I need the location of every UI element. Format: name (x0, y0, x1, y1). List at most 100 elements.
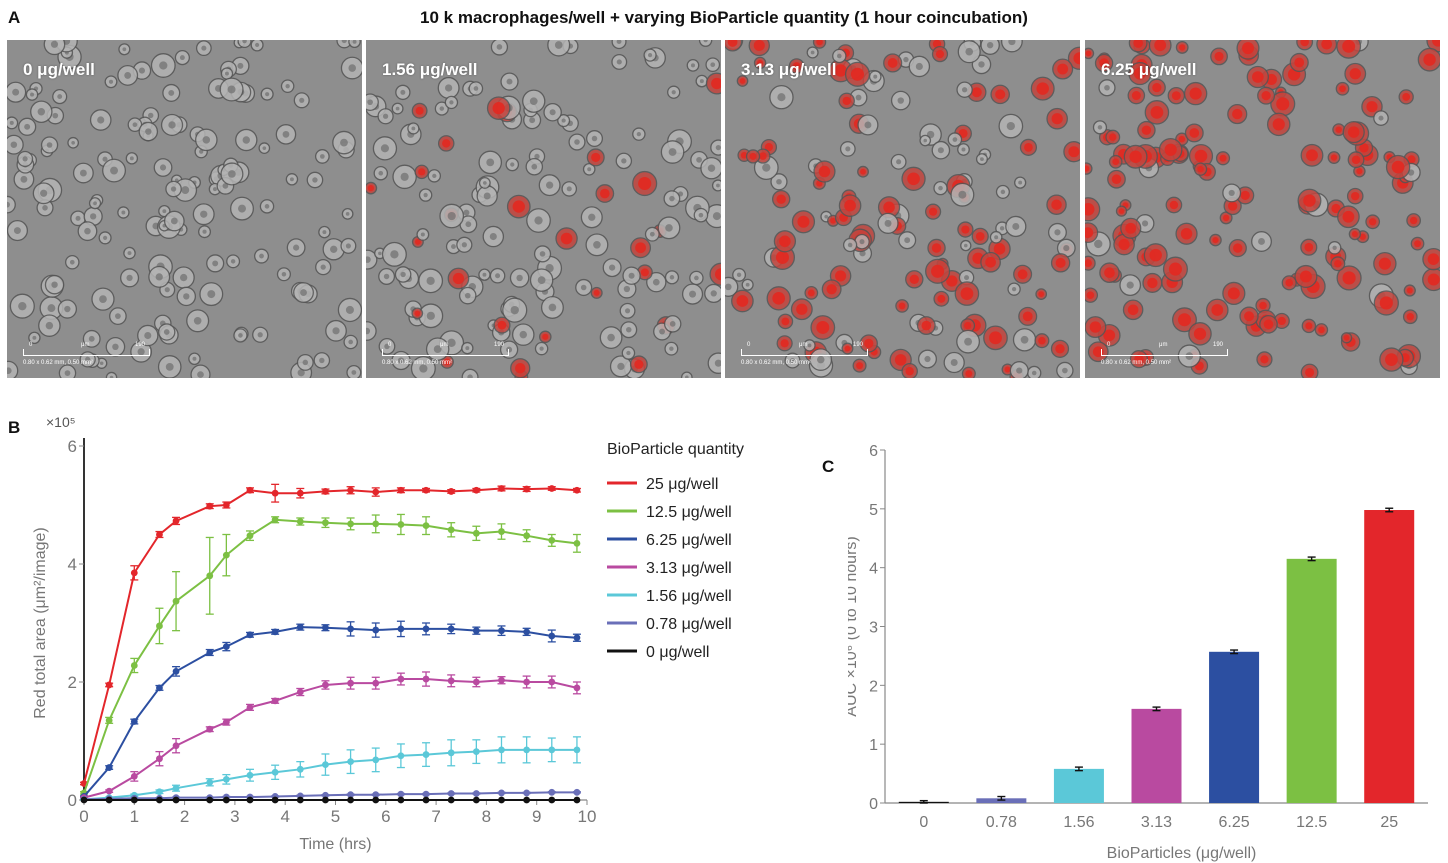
cell-nucleus (980, 157, 984, 161)
cell-nucleus (534, 216, 543, 225)
data-point (130, 796, 138, 804)
cell-red-signal (779, 235, 791, 248)
data-point (322, 624, 329, 632)
cell-nucleus (382, 113, 389, 119)
cell-nucleus (950, 358, 958, 367)
cell-red-signal (1212, 236, 1219, 244)
cell-red-signal (1103, 329, 1116, 342)
data-point (397, 796, 405, 804)
cell-red-signal (1305, 367, 1315, 378)
legend-label: 0 μg/well (646, 644, 709, 661)
data-point (472, 790, 480, 797)
data-point (523, 485, 531, 493)
cell-nucleus (482, 181, 487, 185)
cell-red-signal (1085, 259, 1092, 267)
cell-red-signal (1118, 238, 1130, 251)
cell-nucleus (1094, 239, 1103, 249)
scale-start: 0 (388, 342, 392, 348)
cell-nucleus (447, 338, 456, 348)
cell-nucleus (616, 59, 622, 65)
cell-red-signal (1051, 113, 1063, 125)
bar-chart: 0 1 2 3 4 5 6 0 0.78 1.56 3.13 6.25 12.5 25 BioParticl… (848, 443, 1428, 862)
cell-red-signal (960, 287, 974, 301)
cell-nucleus (937, 147, 944, 154)
cell-nucleus (449, 100, 454, 105)
data-point (447, 796, 455, 804)
x-tick-label: 0 (919, 814, 928, 831)
cell-nucleus (179, 273, 188, 282)
cell-red-signal (1150, 105, 1164, 119)
cell-red-signal (1378, 257, 1391, 270)
cell-red-signal (1169, 200, 1179, 210)
cell-nucleus (237, 62, 244, 69)
cell-nucleus (265, 92, 270, 97)
cell-red-signal (634, 359, 644, 369)
cell-nucleus (112, 343, 119, 351)
cell-nucleus (621, 158, 627, 164)
cell-nucleus (312, 177, 318, 183)
cell-nucleus (30, 92, 35, 97)
data-point (397, 790, 405, 798)
microscopy-image-1: 1.56 μg/well 0 μm 190 0.80 x 0.62 mm, 0.… (366, 40, 721, 378)
cell-nucleus (1258, 238, 1265, 245)
scale-bar (23, 349, 150, 356)
cell-red-signal (1349, 68, 1361, 80)
legend-title: BioParticle quantity (607, 441, 744, 458)
cell-nucleus (549, 109, 556, 116)
cell-nucleus (561, 118, 566, 123)
cell-nucleus (432, 173, 437, 178)
cell-nucleus (378, 170, 384, 176)
cell-red-signal (985, 256, 996, 268)
data-point (271, 489, 279, 497)
legend-label: 6.25 μg/well (646, 532, 732, 549)
cell-nucleus (924, 355, 931, 363)
cell-nucleus (345, 305, 354, 314)
x-tick-label: 4 (280, 807, 289, 826)
data-point (447, 488, 455, 495)
data-point (296, 623, 304, 631)
cell-red-signal (1024, 142, 1033, 152)
x-tick-label: 0.78 (986, 814, 1017, 831)
cell-nucleus (587, 167, 592, 172)
data-point (523, 678, 531, 686)
cell-nucleus (745, 282, 750, 287)
cell-nucleus (884, 219, 892, 227)
data-point (397, 625, 405, 633)
data-point (271, 796, 279, 804)
x-tick-label: 25 (1380, 814, 1398, 831)
data-point (422, 522, 430, 530)
cell-red-signal (635, 242, 646, 254)
cell-nucleus (762, 163, 771, 172)
cell-red-signal (1242, 42, 1254, 55)
data-point (422, 796, 430, 804)
cell-nucleus (965, 47, 974, 56)
cell-nucleus (52, 112, 59, 119)
microscopy-image-2: 3.13 μg/well 0 μm 190 0.80 x 0.62 mm, 0.… (725, 40, 1080, 378)
x-tick-label: 2 (180, 807, 189, 826)
data-point (498, 485, 505, 492)
cell-red-signal (905, 367, 914, 376)
cell-nucleus (896, 159, 902, 165)
cell-red-signal (796, 303, 808, 315)
bar-1.56 (1053, 768, 1104, 803)
scale-footer: 0.80 x 0.62 mm, 0.50 mm² (382, 360, 453, 366)
cell-nucleus (50, 40, 59, 48)
image-label: 3.13 μg/well (741, 60, 837, 79)
cell-nucleus (148, 112, 154, 119)
legend-label: 1.56 μg/well (646, 588, 732, 605)
cell-nucleus (319, 154, 325, 159)
cell-red-signal (1335, 126, 1342, 133)
cell-nucleus (903, 56, 909, 63)
cell-red-signal (1125, 222, 1137, 234)
cell-red-signal (835, 270, 847, 282)
cell-nucleus (715, 144, 721, 151)
cell-nucleus (710, 290, 717, 297)
data-point (156, 796, 163, 804)
cell-nucleus (465, 221, 472, 228)
cell-red-signal (1068, 146, 1080, 158)
cell-red-signal (1276, 97, 1290, 111)
scale-footer: 0.80 x 0.62 mm, 0.50 mm² (1101, 360, 1172, 366)
data-point (498, 789, 505, 797)
data-point (80, 796, 88, 804)
legend-label: 3.13 μg/well (646, 560, 732, 577)
